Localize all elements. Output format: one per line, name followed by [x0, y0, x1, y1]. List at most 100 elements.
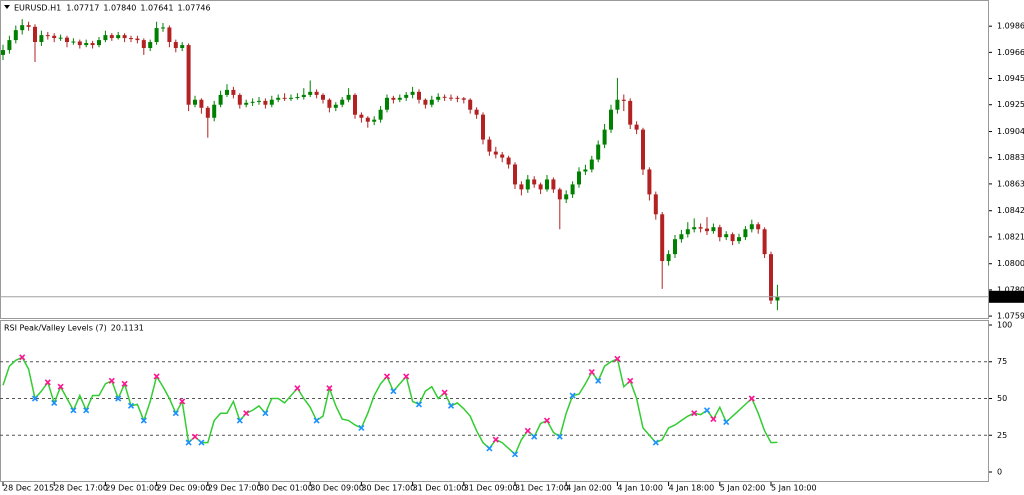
- candle-body: [769, 254, 773, 301]
- candle-body: [660, 214, 665, 262]
- candle-body: [161, 27, 165, 29]
- valley-marker: [185, 439, 192, 446]
- valley-marker: [70, 407, 77, 414]
- candle-body: [756, 224, 761, 230]
- candle-body: [180, 45, 185, 49]
- candle-body: [340, 99, 345, 105]
- ohlc-label: 1.07641: [140, 4, 173, 13]
- candle-body: [205, 107, 210, 118]
- candle-body: [186, 45, 191, 105]
- peak-marker: [19, 354, 26, 361]
- y-tick-label: 1.09660: [997, 48, 1024, 57]
- valley-marker: [415, 401, 423, 408]
- candle-body: [749, 224, 754, 230]
- candle-body: [647, 169, 652, 195]
- candle-body: [461, 98, 466, 100]
- candle-body: [26, 25, 31, 27]
- valley-marker: [358, 424, 365, 431]
- candle-body: [13, 30, 18, 41]
- y-tick-label: 1.08215: [997, 232, 1024, 241]
- peak-marker: [543, 417, 551, 424]
- valley-marker: [556, 433, 563, 440]
- x-tick-label: 30 Dec 01:00: [259, 484, 313, 493]
- candle-body: [237, 94, 242, 105]
- candle-body: [109, 35, 114, 39]
- candle-body: [225, 89, 229, 95]
- candle-body: [77, 41, 82, 46]
- candle-body: [346, 94, 351, 100]
- x-tick-label: 29 Dec 09:00: [157, 484, 211, 493]
- valley-marker: [83, 407, 90, 414]
- candle-body: [417, 91, 421, 100]
- candle-body: [193, 99, 197, 105]
- candle-body: [621, 99, 626, 101]
- peak-marker: [57, 383, 64, 390]
- candle-body: [474, 109, 479, 115]
- candle-body: [698, 227, 703, 229]
- x-tick-label: 4 Jan 18:00: [669, 484, 715, 493]
- valley-marker: [172, 410, 179, 417]
- candle-body: [129, 38, 133, 40]
- candle-body: [730, 234, 735, 242]
- menu-arrow[interactable]: [4, 5, 10, 9]
- x-tick-label: 31 Dec 09:00: [464, 484, 518, 493]
- candle-body: [551, 179, 556, 190]
- candle-body: [58, 37, 63, 39]
- candle-body: [154, 28, 159, 43]
- candle-body: [20, 25, 25, 31]
- candle-body: [359, 114, 364, 118]
- candle-body: [404, 94, 409, 98]
- candle-body: [103, 35, 108, 41]
- candle-body: [468, 99, 473, 110]
- y-tick-label: 100: [997, 320, 1012, 329]
- candle-body: [276, 97, 281, 100]
- valley-marker: [531, 433, 538, 440]
- x-tick-label: 4 Jan 02:00: [566, 484, 612, 493]
- valley-marker: [31, 395, 39, 402]
- x-tick-label: 28 Dec 17:00: [54, 484, 108, 493]
- candle-body: [455, 97, 460, 99]
- candle-body: [634, 124, 639, 130]
- candle-body: [244, 102, 249, 105]
- candle-body: [45, 35, 50, 37]
- peak-marker: [44, 379, 51, 386]
- candle-body: [257, 100, 261, 102]
- candle-body: [442, 96, 447, 98]
- candle-body: [33, 26, 37, 43]
- candle-body: [628, 100, 633, 125]
- candle-body: [589, 159, 594, 170]
- candle-body: [666, 254, 671, 262]
- x-tick-label: 29 Dec 17:00: [208, 484, 262, 493]
- y-tick-label: 1.07595: [997, 312, 1024, 321]
- candle-body: [269, 99, 274, 105]
- ohlc-label: 1.07840: [103, 4, 136, 13]
- candle-body: [391, 97, 396, 100]
- y-tick-label: 1.09455: [997, 74, 1024, 83]
- valley-marker: [723, 418, 730, 426]
- y-tick-label: 0: [997, 468, 1002, 477]
- candle-body: [577, 171, 581, 185]
- ohlc-label: 1.07746: [178, 4, 211, 13]
- candle-body: [513, 164, 517, 185]
- x-tick-label: 5 Jan 02:00: [720, 484, 766, 493]
- candle-body: [218, 94, 223, 105]
- y-tick-label: 75: [997, 357, 1007, 366]
- candle-body: [148, 42, 153, 49]
- candle-body: [141, 40, 146, 49]
- peak-marker: [627, 377, 634, 384]
- candle-body: [557, 189, 562, 200]
- y-tick-label: 1.08005: [997, 259, 1024, 268]
- candle-body: [378, 109, 383, 120]
- candle-body: [538, 184, 543, 190]
- candle-body: [410, 91, 415, 95]
- peak-marker: [179, 398, 186, 405]
- candle-body: [673, 239, 677, 255]
- valley-marker: [262, 410, 269, 417]
- candle-body: [429, 99, 434, 105]
- valley-marker: [511, 451, 519, 458]
- valley-marker: [595, 377, 602, 384]
- valley-marker: [486, 445, 493, 452]
- peak-marker: [441, 389, 448, 396]
- peak-marker: [524, 427, 531, 434]
- price-tag-label: 1.07746: [992, 292, 1024, 301]
